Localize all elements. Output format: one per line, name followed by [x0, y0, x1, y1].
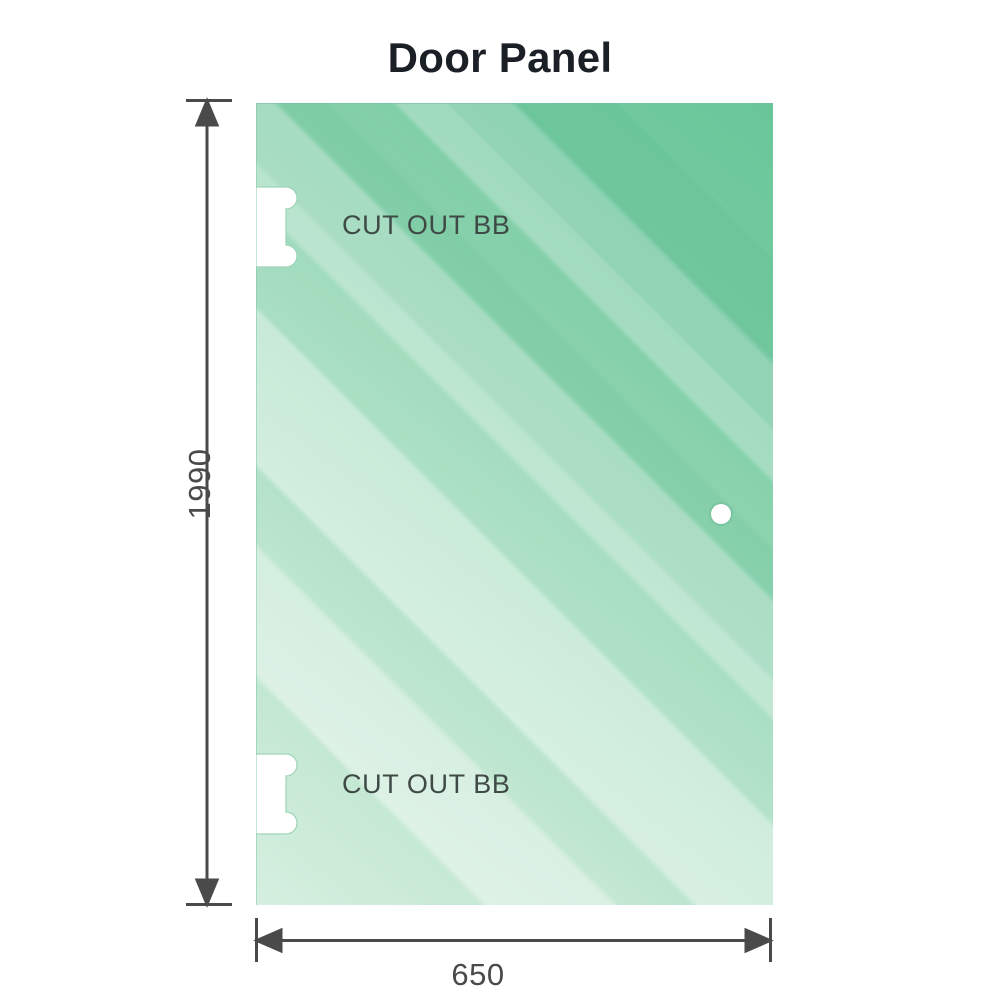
panel-glass-fill [256, 103, 773, 905]
cutout-bottom [256, 752, 302, 836]
dim-arrow-down [194, 878, 220, 908]
door-panel: CUT OUT BB CUT OUT BB [256, 103, 773, 905]
cutout-bottom-shape [256, 753, 298, 835]
page-title: Door Panel [387, 34, 613, 81]
dim-arrow-right [744, 927, 774, 954]
dimension-width-label: 650 [451, 957, 505, 992]
cutout-top-shape [256, 186, 298, 268]
handle-hole [711, 504, 731, 524]
cutout-bottom-label: CUT OUT BB [342, 769, 511, 799]
cutout-top-label: CUT OUT BB [342, 210, 511, 240]
dim-arrow-left [253, 927, 283, 954]
cutout-top [256, 185, 302, 269]
dim-arrow-up [194, 97, 220, 127]
dimension-height-label: 1990 [182, 448, 217, 520]
